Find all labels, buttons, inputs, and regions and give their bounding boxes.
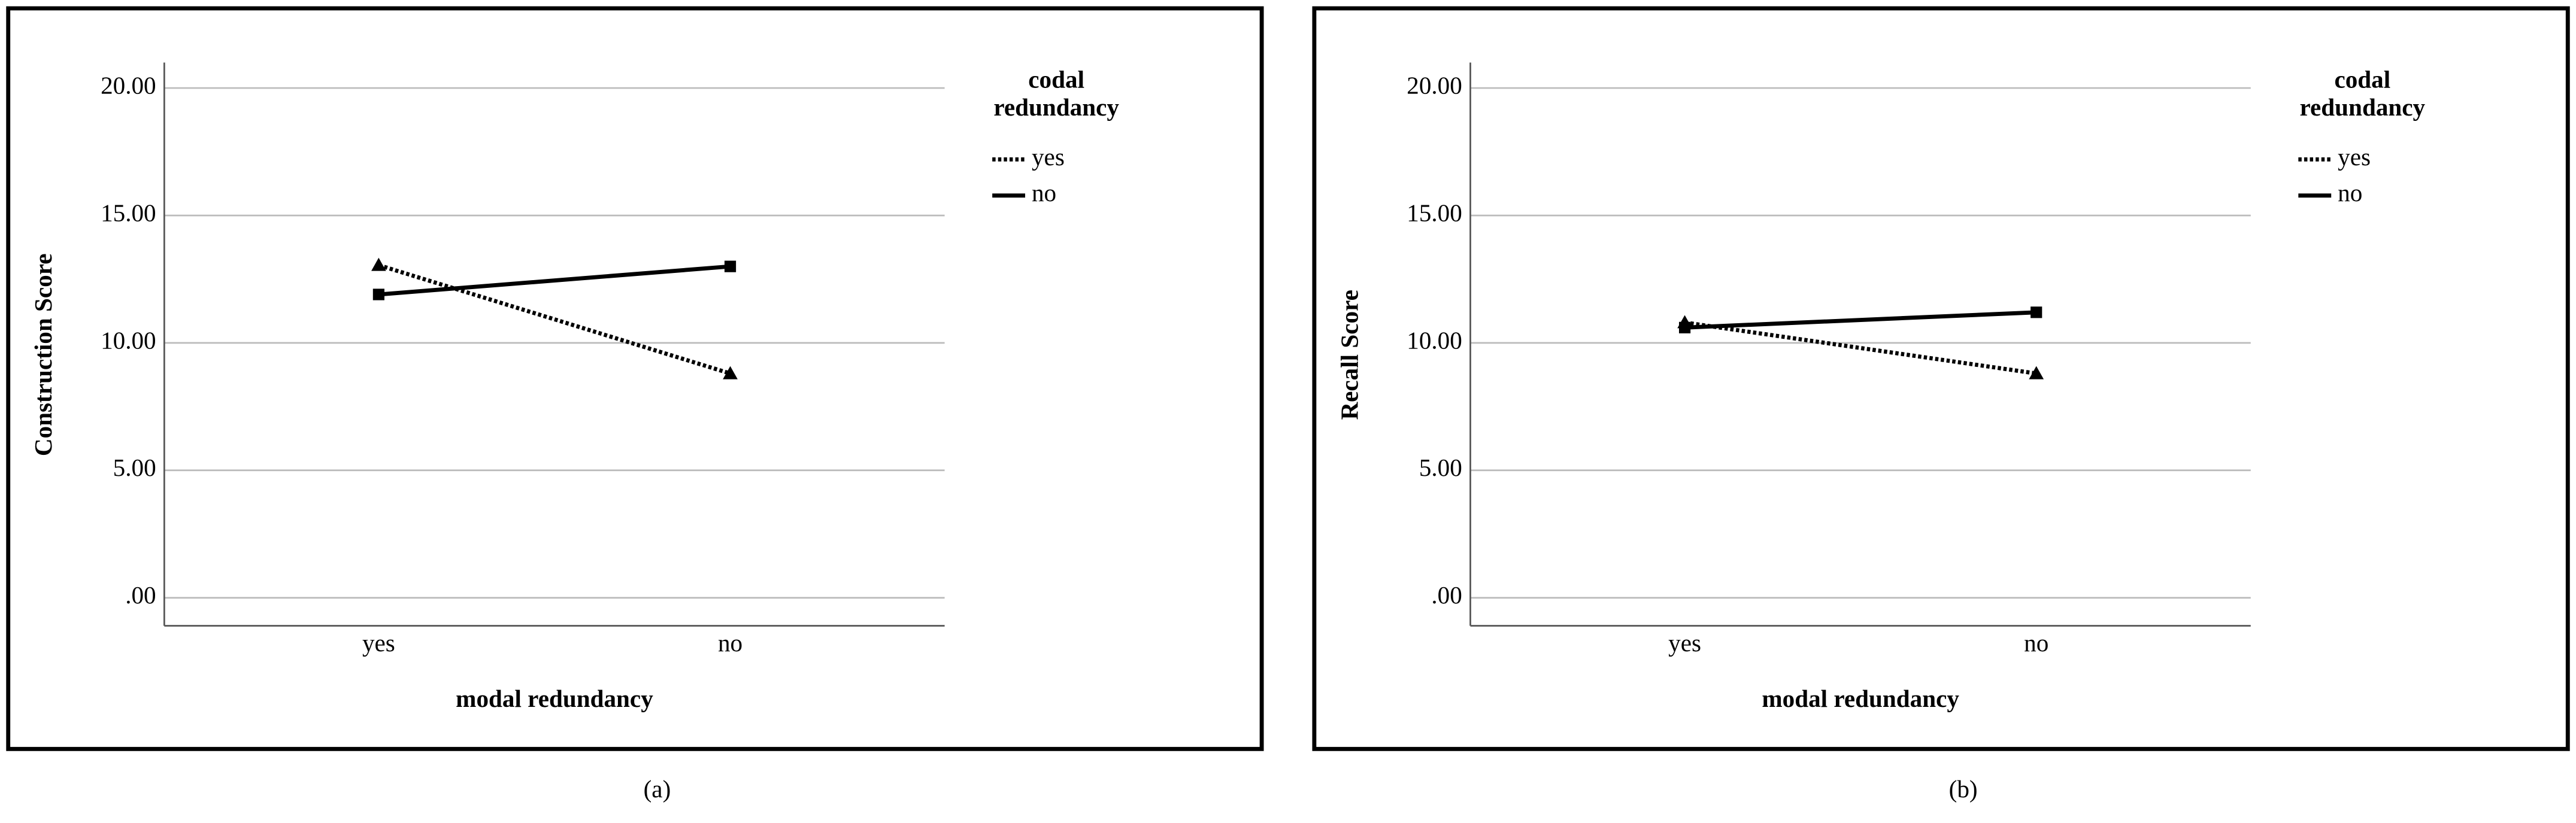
legend-title: codal redundancy [2300, 66, 2426, 122]
x-tick-label: yes [362, 629, 395, 657]
y-tick-label: 10.00 [101, 326, 156, 354]
y-tick-label: 15.00 [1407, 199, 1462, 226]
chart-panel: .00 5.00 10.00 15.00 20.00 yes no modal redunda… [6, 6, 1264, 803]
y-tick-label: 20.00 [101, 71, 156, 99]
legend-title: codal redundancy [993, 66, 1119, 122]
legend-label: no [2338, 179, 2362, 206]
y-axis-title: Recall Score [1335, 290, 1363, 420]
y-tick-label: 5.00 [1419, 454, 1462, 481]
x-tick-label: no [718, 629, 743, 657]
y-tick-label: 20.00 [1407, 71, 1462, 99]
series-line [378, 263, 731, 376]
marker [2029, 366, 2044, 379]
x-tick-label: no [2024, 629, 2048, 657]
panel-frame [6, 6, 1264, 751]
marker [723, 366, 738, 379]
y-tick-label: 10.00 [1407, 326, 1462, 354]
legend-label: yes [2338, 143, 2371, 171]
series-line [1684, 310, 2036, 330]
y-tick-label: .00 [1431, 581, 1462, 609]
marker [1678, 321, 1691, 333]
x-axis-title: modal redundancy [456, 685, 653, 712]
panel-frame [1312, 6, 2570, 751]
marker [724, 260, 737, 272]
caption: (b) [1949, 775, 1978, 803]
marker [371, 257, 386, 271]
series-line [1684, 320, 2037, 376]
marker [2031, 306, 2042, 318]
caption: (a) [644, 775, 671, 803]
y-axis-title: Construction Score [29, 254, 57, 457]
x-tick-label: yes [1668, 629, 1701, 657]
y-tick-label: .00 [125, 581, 156, 609]
marker [372, 288, 385, 300]
series-line [378, 264, 731, 297]
legend-label: no [1032, 179, 1056, 206]
chart-panel: .00 5.00 10.00 15.00 20.00 yes no modal redunda… [1312, 6, 2570, 803]
y-tick-label: 15.00 [101, 199, 156, 226]
y-tick-label: 5.00 [113, 454, 156, 481]
legend-label: yes [1032, 143, 1065, 171]
x-axis-title: modal redundancy [1762, 685, 1959, 712]
